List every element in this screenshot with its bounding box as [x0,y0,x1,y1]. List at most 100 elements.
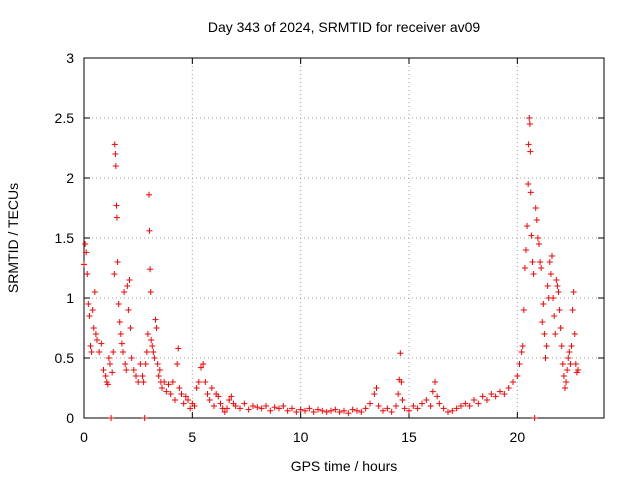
data-point [202,379,209,385]
data-point [505,385,512,391]
data-point [114,259,121,265]
data-points [81,115,581,421]
data-point [123,367,130,373]
data-point [563,379,570,385]
data-point [371,391,378,397]
data-point [146,191,152,198]
data-point [258,405,265,412]
data-point [161,379,168,385]
data-point [174,361,181,367]
data-point [526,115,533,121]
data-point [475,400,482,407]
data-point [328,407,334,414]
data-point [211,403,217,409]
data-point [534,235,541,241]
data-point [228,393,235,400]
ticks: 0 0.5 1 1.5 2 2.5 3 0 5 10 15 20 [55,50,604,445]
data-point [526,121,533,127]
data-point [310,409,317,415]
data-point [547,271,554,277]
data-point [147,266,154,273]
data-point [85,301,92,307]
data-point [488,391,495,397]
grid [84,58,604,418]
data-point [523,247,529,253]
data-point [83,249,90,256]
data-point [110,349,117,355]
data-point [531,415,538,421]
data-point [200,361,207,367]
data-point [401,405,408,412]
data-point [226,397,233,403]
data-point [89,307,96,313]
data-point [159,385,165,391]
data-point [169,379,176,385]
data-point [289,405,295,412]
data-point [462,400,469,407]
data-point [565,355,572,361]
data-point [139,373,146,379]
data-point [182,393,189,400]
data-point [345,410,352,417]
data-point [84,271,91,277]
data-point [111,141,118,148]
data-point [165,381,172,388]
data-point [124,283,131,289]
data-point [175,345,182,352]
data-point [221,409,228,415]
data-point [217,400,224,407]
data-point [395,391,402,397]
data-point [323,409,330,415]
data-point [432,379,438,385]
data-point [276,405,282,412]
data-point [434,393,441,400]
data-point [566,349,573,355]
data-point [146,227,153,234]
data-point [527,189,534,196]
data-point [141,415,148,421]
data-point [81,261,87,268]
data-point [90,325,97,331]
data-point [156,367,163,373]
data-point [91,289,98,295]
data-point [538,265,545,271]
data-point [388,409,395,415]
data-point [147,289,154,295]
data-point [144,331,151,337]
data-point [150,349,157,355]
data-point [536,241,542,247]
data-point [102,373,109,379]
data-point [88,349,95,355]
data-point [384,405,391,412]
data-point [191,403,198,409]
data-point [254,404,261,411]
data-point [112,151,119,157]
data-point [115,301,122,307]
y-tick-label: 0.5 [55,350,75,366]
data-point [449,407,456,414]
data-point [529,259,536,265]
data-point [453,405,460,412]
data-point [180,400,187,407]
data-point [155,373,162,379]
data-point [108,415,115,421]
data-point [544,283,551,289]
data-point [516,361,523,367]
data-point [514,373,521,379]
data-point [510,379,516,385]
data-point [151,355,158,361]
data-point [551,313,558,319]
data-point [497,388,503,395]
data-point [572,361,579,367]
data-point [543,343,550,349]
data-point [120,349,126,355]
data-point [553,277,560,283]
data-point [484,397,490,403]
data-point [556,307,563,313]
data-point [167,391,174,397]
data-point [250,403,256,409]
x-axis-label: GPS time / hours [291,458,398,474]
data-point [195,379,202,385]
data-point [237,405,243,412]
data-point [570,289,577,295]
